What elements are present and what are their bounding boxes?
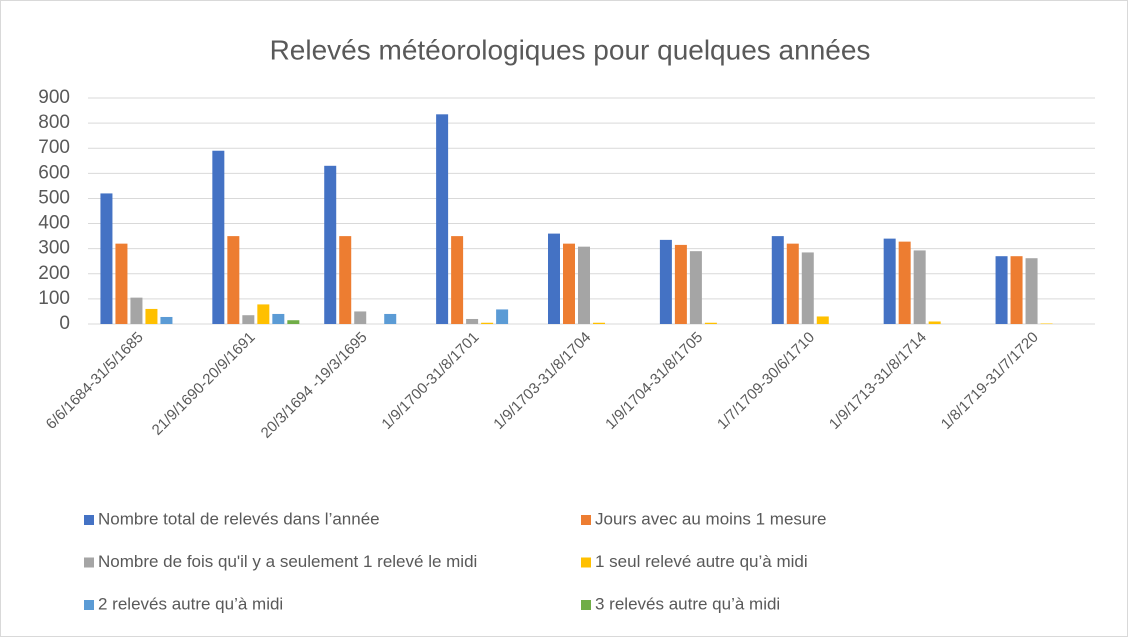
- bar: [593, 322, 605, 324]
- bar: [659, 239, 672, 324]
- y-tick-label: 0: [59, 313, 70, 334]
- bar: [481, 322, 494, 324]
- bar: [130, 297, 143, 324]
- bar: [496, 309, 509, 324]
- y-tick-label: 100: [38, 288, 70, 309]
- bar: [548, 233, 560, 324]
- bar: [816, 316, 829, 324]
- bar: [100, 193, 113, 324]
- y-tick-label: 200: [38, 263, 70, 284]
- legend-label: 3 relevés autre qu’à midi: [595, 594, 780, 613]
- legend-swatch: [581, 557, 591, 568]
- bar: [704, 322, 717, 324]
- bar: [227, 236, 240, 324]
- bar: [212, 150, 225, 324]
- bar: [466, 318, 479, 324]
- bar: [563, 243, 575, 324]
- bar: [786, 243, 799, 324]
- legend-label: Nombre total de relevés dans l’année: [98, 509, 380, 528]
- bar: [913, 250, 926, 324]
- bar: [257, 304, 270, 324]
- y-tick-label: 500: [38, 187, 70, 208]
- bar: [287, 320, 300, 324]
- bar: [436, 114, 449, 324]
- bar: [898, 241, 911, 324]
- bar: [339, 236, 352, 324]
- y-tick-label: 400: [38, 213, 70, 234]
- bar: [928, 321, 941, 324]
- bar: [354, 311, 367, 324]
- legend-swatch: [84, 515, 94, 525]
- bar: [1025, 258, 1038, 324]
- bar: [995, 256, 1008, 324]
- y-tick-label: 900: [38, 87, 70, 108]
- bar: [1040, 323, 1053, 324]
- legend-swatch: [84, 557, 94, 568]
- legend-label: Nombre de fois qu'il y a seulement 1 rel…: [98, 552, 477, 571]
- bar: [160, 316, 173, 324]
- bar: [145, 308, 158, 324]
- bar: [324, 165, 337, 324]
- bar: [1010, 256, 1023, 324]
- legend-label: 2 relevés autre qu’à midi: [98, 594, 283, 613]
- y-tick-label: 800: [38, 112, 70, 133]
- bar: [689, 251, 702, 324]
- legend-label: Jours avec au moins 1 mesure: [595, 509, 827, 528]
- bar: [801, 252, 814, 324]
- legend-swatch: [581, 515, 591, 525]
- bar: [451, 236, 464, 324]
- legend-label: 1 seul relevé autre qu’à midi: [595, 552, 808, 571]
- legend-swatch: [84, 600, 94, 610]
- y-tick-label: 700: [38, 137, 70, 158]
- bar: [578, 246, 590, 324]
- bar: [883, 238, 896, 324]
- bar: [242, 315, 255, 324]
- bar: [384, 313, 397, 324]
- chart-title: Relevés météorologiques pour quelques an…: [270, 34, 871, 65]
- bar: [272, 313, 285, 324]
- bar: [771, 236, 784, 324]
- bar: [674, 244, 687, 324]
- y-tick-label: 300: [38, 238, 70, 259]
- bar: [115, 243, 128, 324]
- legend-swatch: [581, 600, 591, 610]
- y-tick-label: 600: [38, 162, 70, 183]
